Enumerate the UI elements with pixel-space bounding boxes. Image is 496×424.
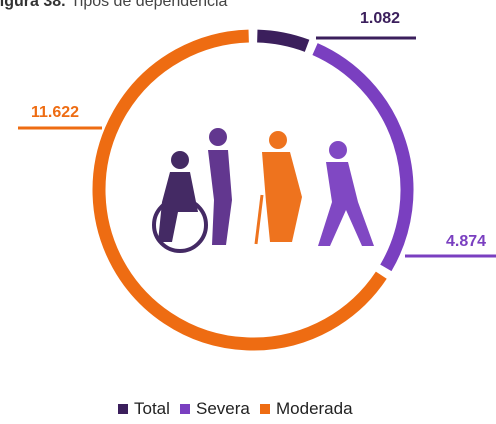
legend-swatch <box>180 404 190 414</box>
page: Figura 38. Tipos de dependencia 1.082 4.87… <box>0 0 496 424</box>
legend-label: Moderada <box>276 399 353 418</box>
illustration <box>154 128 374 251</box>
chart: Figura 38. Tipos de dependencia 1.082 4.87… <box>0 0 496 424</box>
legend-swatch <box>118 404 128 414</box>
data-label: 4.874 <box>446 233 486 250</box>
legend-label: Severa <box>196 399 250 418</box>
subtitle: Tipos de dependencia <box>71 0 228 10</box>
data-label: 1.082 <box>360 10 400 27</box>
legend-label: Total <box>134 399 170 418</box>
slice <box>257 36 307 46</box>
title-label: Figura 38. <box>0 0 66 10</box>
data-label: 11.622 <box>31 104 79 121</box>
chart-title: Figura 38. Tipos de dependencia <box>0 0 228 10</box>
legend-swatch <box>260 404 270 414</box>
